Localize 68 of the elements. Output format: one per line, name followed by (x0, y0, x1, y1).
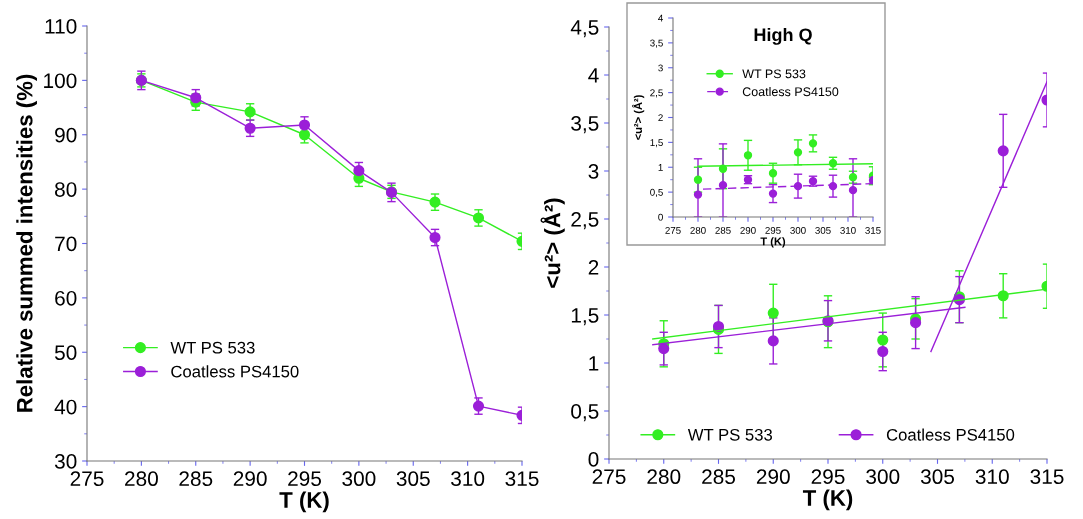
x-tick-label: 315 (865, 226, 881, 234)
x-tick-label: 275 (70, 471, 104, 487)
x-tick-label: 315 (505, 471, 539, 487)
y-tick-label: 1 (589, 356, 599, 371)
x-tick-label: 310 (451, 471, 485, 487)
y-tick-label: 100 (44, 73, 77, 89)
x-tick-label: 280 (125, 471, 158, 487)
legend-label: Coatless PS4150 (742, 86, 839, 97)
y-tick-label: 1,5 (650, 139, 663, 148)
y-tick-label: 90 (55, 127, 77, 143)
x-tick-label: 285 (702, 469, 736, 485)
x-tick-label: 310 (975, 469, 1009, 485)
y-tick-label: 3 (588, 164, 599, 179)
legend-label: WT PS 533 (687, 428, 773, 441)
legend-label: WT PS 533 (170, 341, 255, 354)
x-tick-label: 310 (840, 226, 856, 234)
x-tick-label: 275 (665, 226, 681, 234)
y-tick-label: 3,5 (650, 39, 663, 48)
x-tick-label: 295 (288, 471, 322, 487)
x-axis-title: T (K) (279, 491, 329, 513)
text: High Q (754, 27, 812, 45)
x-tick-label: 295 (811, 469, 845, 485)
y-tick-label: 2,5 (650, 89, 663, 98)
x-tick-label: 285 (715, 226, 731, 234)
y-tick-label: 3 (658, 64, 663, 72)
x-axis-title: T (K) (760, 237, 786, 248)
x-tick-label: 305 (920, 469, 955, 485)
legend-label: Coatless PS4150 (886, 428, 1015, 441)
y-tick-label: 2 (588, 260, 599, 275)
y-tick-label: 80 (55, 182, 77, 197)
y-tick-label: 30 (54, 454, 77, 469)
y-axis-title: <u²> (Å²) (540, 198, 565, 288)
x-tick-label: 290 (233, 471, 267, 487)
y-tick-label: 1,5 (571, 308, 599, 326)
x-tick-label: 280 (647, 469, 681, 485)
x-tick-label: 290 (756, 469, 790, 485)
y-tick-label: 4,5 (570, 20, 599, 38)
legend-label: Coatless PS4150 (171, 365, 299, 378)
x-tick-label: 300 (342, 471, 376, 487)
y-tick-label: 70 (55, 236, 77, 252)
y-tick-label: 3,5 (571, 116, 599, 134)
legend-label: WT PS 533 (742, 69, 806, 79)
y-tick-label: 110 (45, 19, 77, 34)
x-tick-label: 300 (790, 226, 806, 234)
y-tick-label: 0,5 (650, 188, 663, 197)
y-tick-label: 50 (54, 345, 77, 360)
y-tick-label: 0 (588, 452, 599, 467)
x-tick-label: 280 (690, 226, 706, 234)
x-tick-label: 305 (396, 471, 430, 487)
y-axis-title: Relative summed intensities (%) (16, 74, 37, 412)
y-tick-label: 2 (658, 114, 663, 122)
y-tick-label: 4 (588, 68, 599, 83)
x-tick-label: 305 (815, 226, 831, 234)
y-tick-label: 1 (658, 164, 663, 171)
y-tick-label: 60 (55, 290, 77, 306)
y-tick-label: 40 (54, 399, 77, 415)
x-tick-label: 300 (866, 469, 900, 485)
y-tick-label: 0 (658, 213, 663, 221)
x-tick-label: 315 (1030, 469, 1064, 485)
x-tick-label: 275 (592, 469, 626, 485)
x-tick-label: 295 (765, 226, 781, 234)
y-tick-label: 2,5 (571, 212, 599, 230)
x-tick-label: 290 (740, 226, 756, 234)
y-axis-title: <u²> (Å²) (632, 95, 645, 140)
y-tick-label: 0,5 (571, 404, 599, 422)
x-tick-label: 285 (179, 471, 213, 487)
y-tick-label: 4 (658, 14, 663, 22)
x-axis-title: T (K) (802, 489, 853, 511)
